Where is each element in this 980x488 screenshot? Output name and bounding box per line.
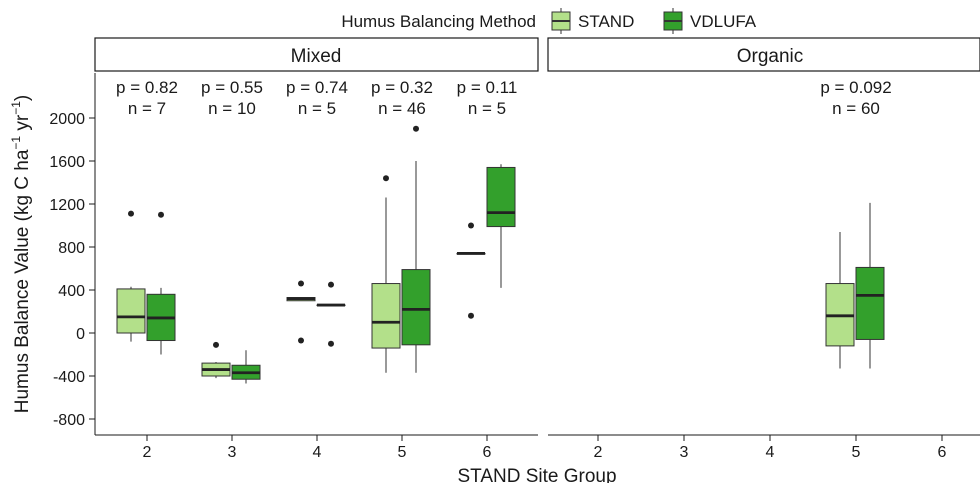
box-iqr (486, 166, 516, 228)
legend-key-vdlufa (663, 8, 683, 34)
box-vdlufa-site-5 (855, 202, 885, 369)
x-axis-ticks: 2 3 4 5 6 2 3 4 5 6 (143, 435, 947, 461)
y-tick-label: -400 (53, 369, 85, 386)
x-tick-label: 3 (680, 444, 689, 461)
p-value-label: p = 0.82 (116, 78, 178, 97)
box-vdlufa-site-3 (231, 350, 261, 384)
box-vdlufa-site-2 (146, 211, 176, 355)
outlier-point (213, 341, 219, 348)
outlier-point (158, 211, 164, 218)
n-count-label: n = 7 (128, 99, 166, 118)
x-tick-label: 2 (594, 444, 603, 461)
box-stand-site-5 (371, 175, 401, 373)
n-count-label: n = 46 (378, 99, 426, 118)
p-value-label: p = 0.092 (820, 78, 891, 97)
outlier-point (383, 175, 389, 182)
outlier-point (468, 312, 474, 319)
box-iqr (401, 269, 431, 346)
box-iqr (371, 283, 401, 349)
legend-label-vdlufa: VDLUFA (690, 12, 757, 31)
y-tick-label: 0 (76, 326, 85, 343)
p-value-label: p = 0.32 (371, 78, 433, 97)
box-vdlufa-site-6 (486, 164, 516, 288)
n-count-label: n = 10 (208, 99, 256, 118)
box-stand-site-4 (286, 280, 316, 344)
legend-title: Humus Balancing Method (341, 12, 536, 31)
outlier-point (328, 340, 334, 347)
n-count-label: n = 5 (468, 99, 506, 118)
outlier-point (468, 222, 474, 229)
facet-title-organic: Organic (737, 46, 804, 67)
y-axis-label: Humus Balance Value (kg C ha−1 yr−1) (9, 95, 33, 413)
legend-label-stand: STAND (578, 12, 634, 31)
x-tick-label: 2 (143, 444, 152, 461)
facet-title-mixed: Mixed (291, 46, 342, 67)
x-tick-label: 4 (313, 444, 322, 461)
box-stand-site-3 (201, 341, 231, 379)
x-tick-label: 5 (398, 444, 407, 461)
outlier-point (298, 280, 304, 287)
n-count-label: n = 5 (298, 99, 336, 118)
y-tick-label: 1200 (49, 197, 85, 214)
box-iqr (116, 288, 146, 334)
legend-key-stand (551, 8, 571, 34)
box-iqr (855, 266, 885, 340)
x-axis-label: STAND Site Group (457, 466, 616, 483)
x-tick-label: 3 (228, 444, 237, 461)
outlier-point (128, 210, 134, 217)
y-tick-label: 2000 (49, 111, 85, 128)
stat-annotations: p = 0.82 n = 7 p = 0.55 n = 10 p = 0.74 n = 5… (116, 78, 892, 118)
x-tick-label: 4 (766, 444, 775, 461)
x-tick-label: 6 (938, 444, 947, 461)
y-axis-ticks: -800 -400 0 400 800 1200 1600 2000 (49, 111, 95, 429)
box-stand-site-2 (116, 210, 146, 342)
box-vdlufa-site-5 (401, 125, 431, 373)
n-count-label: n = 60 (832, 99, 880, 118)
p-value-label: p = 0.55 (201, 78, 263, 97)
outlier-point (413, 125, 419, 132)
y-tick-label: 800 (58, 240, 85, 257)
box-series (116, 125, 885, 384)
box-stand-site-5 (825, 231, 855, 369)
x-tick-label: 5 (852, 444, 861, 461)
outlier-point (328, 281, 334, 288)
legend: Humus Balancing Method STAND VDLUFA (341, 8, 757, 34)
outlier-point (298, 337, 304, 344)
box-vdlufa-site-4 (316, 281, 346, 347)
facet-strip-organic (547, 37, 980, 72)
p-value-label: p = 0.11 (457, 78, 518, 97)
facet-strip-mixed (94, 37, 539, 72)
p-value-label: p = 0.74 (286, 78, 348, 97)
y-tick-label: 400 (58, 283, 85, 300)
x-tick-label: 6 (483, 444, 492, 461)
y-tick-label: -800 (53, 412, 85, 429)
box-stand-site-6 (456, 222, 486, 319)
y-tick-label: 1600 (49, 154, 85, 171)
